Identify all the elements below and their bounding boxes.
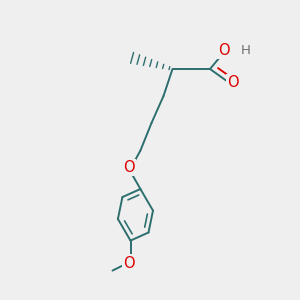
Text: H: H — [241, 44, 251, 58]
Text: O: O — [123, 256, 135, 271]
Text: O: O — [227, 75, 238, 90]
Text: O: O — [123, 160, 135, 175]
Text: O: O — [219, 43, 230, 58]
